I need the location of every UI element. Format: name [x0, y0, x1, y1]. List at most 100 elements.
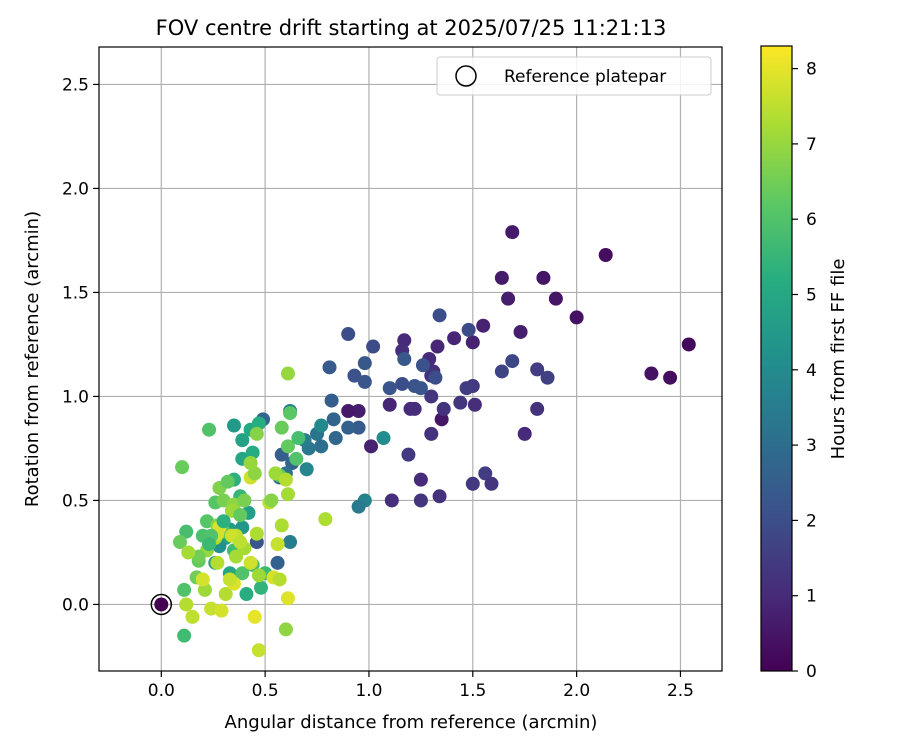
data-point: [253, 580, 268, 595]
data-point: [428, 370, 443, 385]
data-point: [501, 291, 516, 306]
data-point: [247, 609, 262, 624]
colorbar-ticks: 0 1 2 3 4 5 6 7 8: [792, 60, 817, 682]
data-point: [341, 420, 356, 435]
colorbar: [760, 45, 793, 672]
data-point: [326, 412, 341, 427]
colorbar-tick-label: 8: [806, 60, 817, 80]
data-point: [264, 493, 279, 508]
data-point: [251, 643, 266, 658]
data-point: [322, 360, 337, 375]
data-point: [397, 333, 412, 348]
data-point: [270, 537, 285, 552]
y-tick-label: 0.5: [62, 491, 89, 511]
data-point: [239, 587, 254, 602]
x-axis-ticks: 0.0 0.5 1.0 1.5 2.0 2.5: [148, 671, 694, 701]
data-point: [434, 412, 449, 427]
data-point: [214, 603, 229, 618]
data-point: [243, 456, 258, 470]
data-point: [233, 535, 248, 550]
data-point: [476, 318, 491, 333]
data-point: [280, 591, 295, 606]
data-point: [424, 389, 439, 404]
data-point: [235, 566, 250, 581]
data-point: [357, 356, 372, 371]
data-point: [175, 460, 190, 475]
data-point: [318, 512, 333, 527]
data-point: [395, 376, 410, 391]
data-point: [540, 370, 555, 385]
data-point: [467, 397, 482, 412]
data-point: [401, 447, 416, 462]
data-point: [280, 366, 295, 381]
colorbar-tick-label: 5: [806, 285, 817, 305]
reference-marker-layer: [150, 593, 173, 616]
data-point: [218, 587, 233, 602]
data-point: [351, 404, 366, 418]
data-point: [272, 572, 287, 587]
data-point: [251, 568, 266, 583]
data-point: [505, 225, 520, 240]
data-point: [351, 420, 366, 435]
data-point: [177, 582, 192, 597]
data-point: [222, 572, 237, 587]
data-point: [366, 339, 381, 354]
y-tick-label: 2.0: [62, 179, 89, 199]
data-point: [505, 354, 520, 369]
data-point: [202, 422, 217, 437]
data-point: [548, 291, 563, 306]
data-point: [177, 628, 192, 643]
x-axis-label: Angular distance from reference (arcmin): [225, 712, 598, 733]
data-point: [413, 381, 428, 396]
x-tick-label: 1.5: [459, 681, 486, 701]
colorbar-tick-label: 3: [806, 436, 817, 456]
data-point: [249, 426, 264, 441]
data-point: [299, 462, 314, 477]
colorbar-tick-label: 2: [806, 511, 817, 531]
legend-box: [436, 56, 712, 96]
colorbar-tick-label: 4: [806, 361, 817, 381]
data-point: [314, 439, 329, 454]
data-point: [249, 526, 264, 541]
y-tick-label: 1.5: [62, 283, 89, 303]
data-point: [413, 493, 428, 508]
data-point: [530, 362, 545, 377]
data-point: [289, 451, 304, 466]
data-point: [202, 537, 217, 552]
data-point: [465, 335, 480, 350]
data-point: [185, 609, 200, 624]
data-point: [598, 248, 613, 262]
legend-entry-label: Reference platepar: [504, 67, 666, 87]
data-point: [328, 431, 343, 446]
reference-platepar-marker: [150, 593, 173, 616]
data-point: [226, 418, 241, 433]
data-point: [517, 426, 532, 441]
data-point: [663, 370, 678, 385]
data-point: [220, 474, 235, 489]
data-point: [274, 420, 289, 435]
colorbar-tick-label: 1: [806, 587, 817, 607]
data-point: [314, 418, 329, 433]
data-point: [415, 358, 430, 373]
data-point: [280, 439, 295, 454]
data-point: [461, 322, 476, 337]
data-point: [644, 366, 659, 381]
legend-reference-marker: [455, 65, 477, 87]
data-point: [453, 395, 468, 410]
data-point: [364, 439, 379, 454]
data-point: [278, 622, 293, 637]
data-point: [432, 308, 447, 323]
data-point: [283, 406, 298, 421]
x-tick-label: 2.0: [563, 681, 590, 701]
data-point: [384, 493, 399, 508]
data-point: [459, 381, 474, 396]
data-point: [382, 397, 397, 412]
chart-title: FOV centre drift starting at 2025/07/25 …: [156, 16, 667, 40]
data-point: [478, 466, 493, 481]
data-point: [347, 368, 362, 383]
data-point: [484, 476, 499, 491]
x-tick-label: 0.5: [252, 681, 279, 701]
data-point: [197, 582, 212, 597]
data-point: [494, 270, 509, 285]
